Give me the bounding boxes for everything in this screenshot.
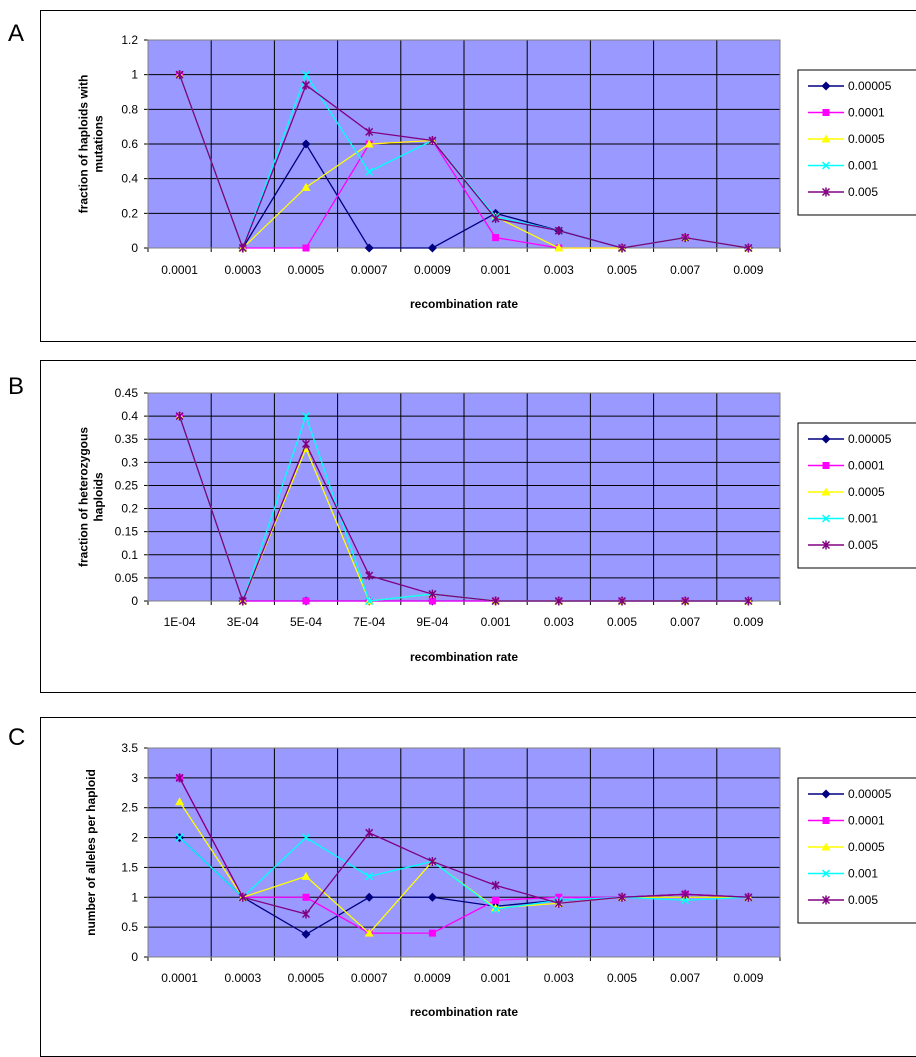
legend-label: 0.00005	[848, 79, 892, 93]
x-tick-label: 0.0003	[224, 971, 261, 985]
x-tick-label: 0.009	[733, 263, 763, 277]
x-tick-label: 0.009	[733, 615, 763, 629]
x-tick-label: 0.005	[607, 263, 637, 277]
y-tick-label: 0.6	[121, 137, 138, 151]
x-tick-label: 0.009	[733, 971, 763, 985]
x-tick-label: 0.003	[544, 263, 574, 277]
legend-label: 0.0001	[848, 459, 885, 473]
legend-marker	[823, 817, 830, 824]
y-tick-label: 0.8	[121, 102, 138, 116]
x-tick-label: 3E-04	[227, 615, 259, 629]
x-tick-label: 0.0005	[288, 971, 325, 985]
y-tick-label: 0.5	[121, 920, 138, 934]
x-tick-label: 0.005	[607, 971, 637, 985]
x-tick-label: 0.0001	[161, 263, 198, 277]
y-tick-label: 0	[131, 950, 138, 964]
y-axis-title: fraction of heterozygous	[77, 427, 91, 567]
legend-label: 0.001	[848, 512, 878, 526]
x-tick-label: 0.007	[670, 971, 700, 985]
y-axis-title: number of alleles per haploid	[84, 769, 98, 936]
legend-label: 0.0005	[848, 840, 885, 854]
x-tick-label: 0.005	[607, 615, 637, 629]
y-tick-label: 0.4	[121, 172, 138, 186]
data-point	[492, 234, 499, 241]
legend-c: 0.00005 0.0001 0.0005 0.001 0.005	[798, 778, 916, 923]
x-tick-label: 0.0005	[288, 263, 325, 277]
data-point	[429, 930, 436, 937]
x-tick-label: 0.001	[481, 971, 511, 985]
data-point	[303, 245, 310, 252]
y-axis-title: haploids	[92, 472, 106, 522]
y-tick-label: 1	[131, 890, 138, 904]
legend-label: 0.0005	[848, 485, 885, 499]
x-tick-label: 1E-04	[164, 615, 196, 629]
y-tick-label: 0.35	[115, 432, 139, 446]
x-tick-label: 9E-04	[416, 615, 448, 629]
x-tick-label: 0.007	[670, 263, 700, 277]
legend-marker	[823, 109, 830, 116]
y-tick-label: 0.05	[115, 571, 139, 585]
x-tick-label: 0.0007	[351, 263, 388, 277]
y-tick-label: 0.45	[115, 386, 139, 400]
y-tick-label: 0.25	[115, 478, 139, 492]
y-tick-label: 0.2	[121, 502, 138, 516]
legend-label: 0.0001	[848, 106, 885, 120]
legend-label: 0.005	[848, 185, 878, 199]
data-point	[303, 598, 310, 605]
x-tick-label: 0.0009	[414, 971, 451, 985]
y-tick-label: 1.5	[121, 860, 138, 874]
y-tick-label: 3	[131, 771, 138, 785]
y-tick-label: 0.1	[121, 548, 138, 562]
legend-label: 0.005	[848, 893, 878, 907]
data-point	[303, 894, 310, 901]
y-tick-label: 1	[131, 68, 138, 82]
x-axis-title: recombination rate	[410, 297, 518, 311]
x-tick-label: 0.001	[481, 263, 511, 277]
y-tick-label: 0.2	[121, 206, 138, 220]
legend-label: 0.0001	[848, 814, 885, 828]
y-tick-label: 2.5	[121, 801, 138, 815]
x-tick-label: 0.0003	[224, 263, 261, 277]
x-tick-label: 0.0007	[351, 971, 388, 985]
y-axis-title: fraction of haploids with	[77, 75, 91, 214]
legend-label: 0.001	[848, 867, 878, 881]
y-tick-label: 0	[131, 594, 138, 608]
x-tick-label: 0.003	[544, 615, 574, 629]
y-tick-label: 0	[131, 241, 138, 255]
y-tick-label: 1.2	[121, 33, 138, 47]
legend-label: 0.001	[848, 159, 878, 173]
x-tick-label: 0.0001	[161, 971, 198, 985]
y-tick-label: 3.5	[121, 741, 138, 755]
x-axis-title: recombination rate	[410, 1005, 518, 1019]
x-tick-label: 0.007	[670, 615, 700, 629]
y-tick-label: 0.4	[121, 409, 138, 423]
legend-a: 0.00005 0.0001 0.0005 0.001 0.005	[798, 70, 916, 215]
chart-c: 0 0.5 1 1.5 2 2.5 3 3.5 0.0001 0.0003 0.0005 0.0007…	[84, 741, 916, 1019]
x-tick-label: 0.001	[481, 615, 511, 629]
x-axis-title: recombination rate	[410, 650, 518, 664]
legend-label: 0.005	[848, 538, 878, 552]
legend-label: 0.00005	[848, 787, 892, 801]
data-point	[492, 897, 499, 904]
y-axis-title: mutations	[92, 115, 106, 173]
x-tick-label: 5E-04	[290, 615, 322, 629]
legend-label: 0.00005	[848, 432, 892, 446]
x-tick-label: 7E-04	[353, 615, 385, 629]
x-tick-label: 0.003	[544, 971, 574, 985]
legend-b: 0.00005 0.0001 0.0005 0.001 0.005	[798, 423, 916, 568]
legend-marker	[823, 462, 830, 469]
y-tick-label: 2	[131, 831, 138, 845]
y-tick-label: 0.3	[121, 455, 138, 469]
legend-label: 0.0005	[848, 132, 885, 146]
y-tick-label: 0.15	[115, 525, 139, 539]
chart-b: 0 0.05 0.1 0.15 0.2 0.25 0.3 0.35 0.4 0.45 1E-04 3E…	[77, 386, 916, 664]
x-tick-label: 0.0009	[414, 263, 451, 277]
